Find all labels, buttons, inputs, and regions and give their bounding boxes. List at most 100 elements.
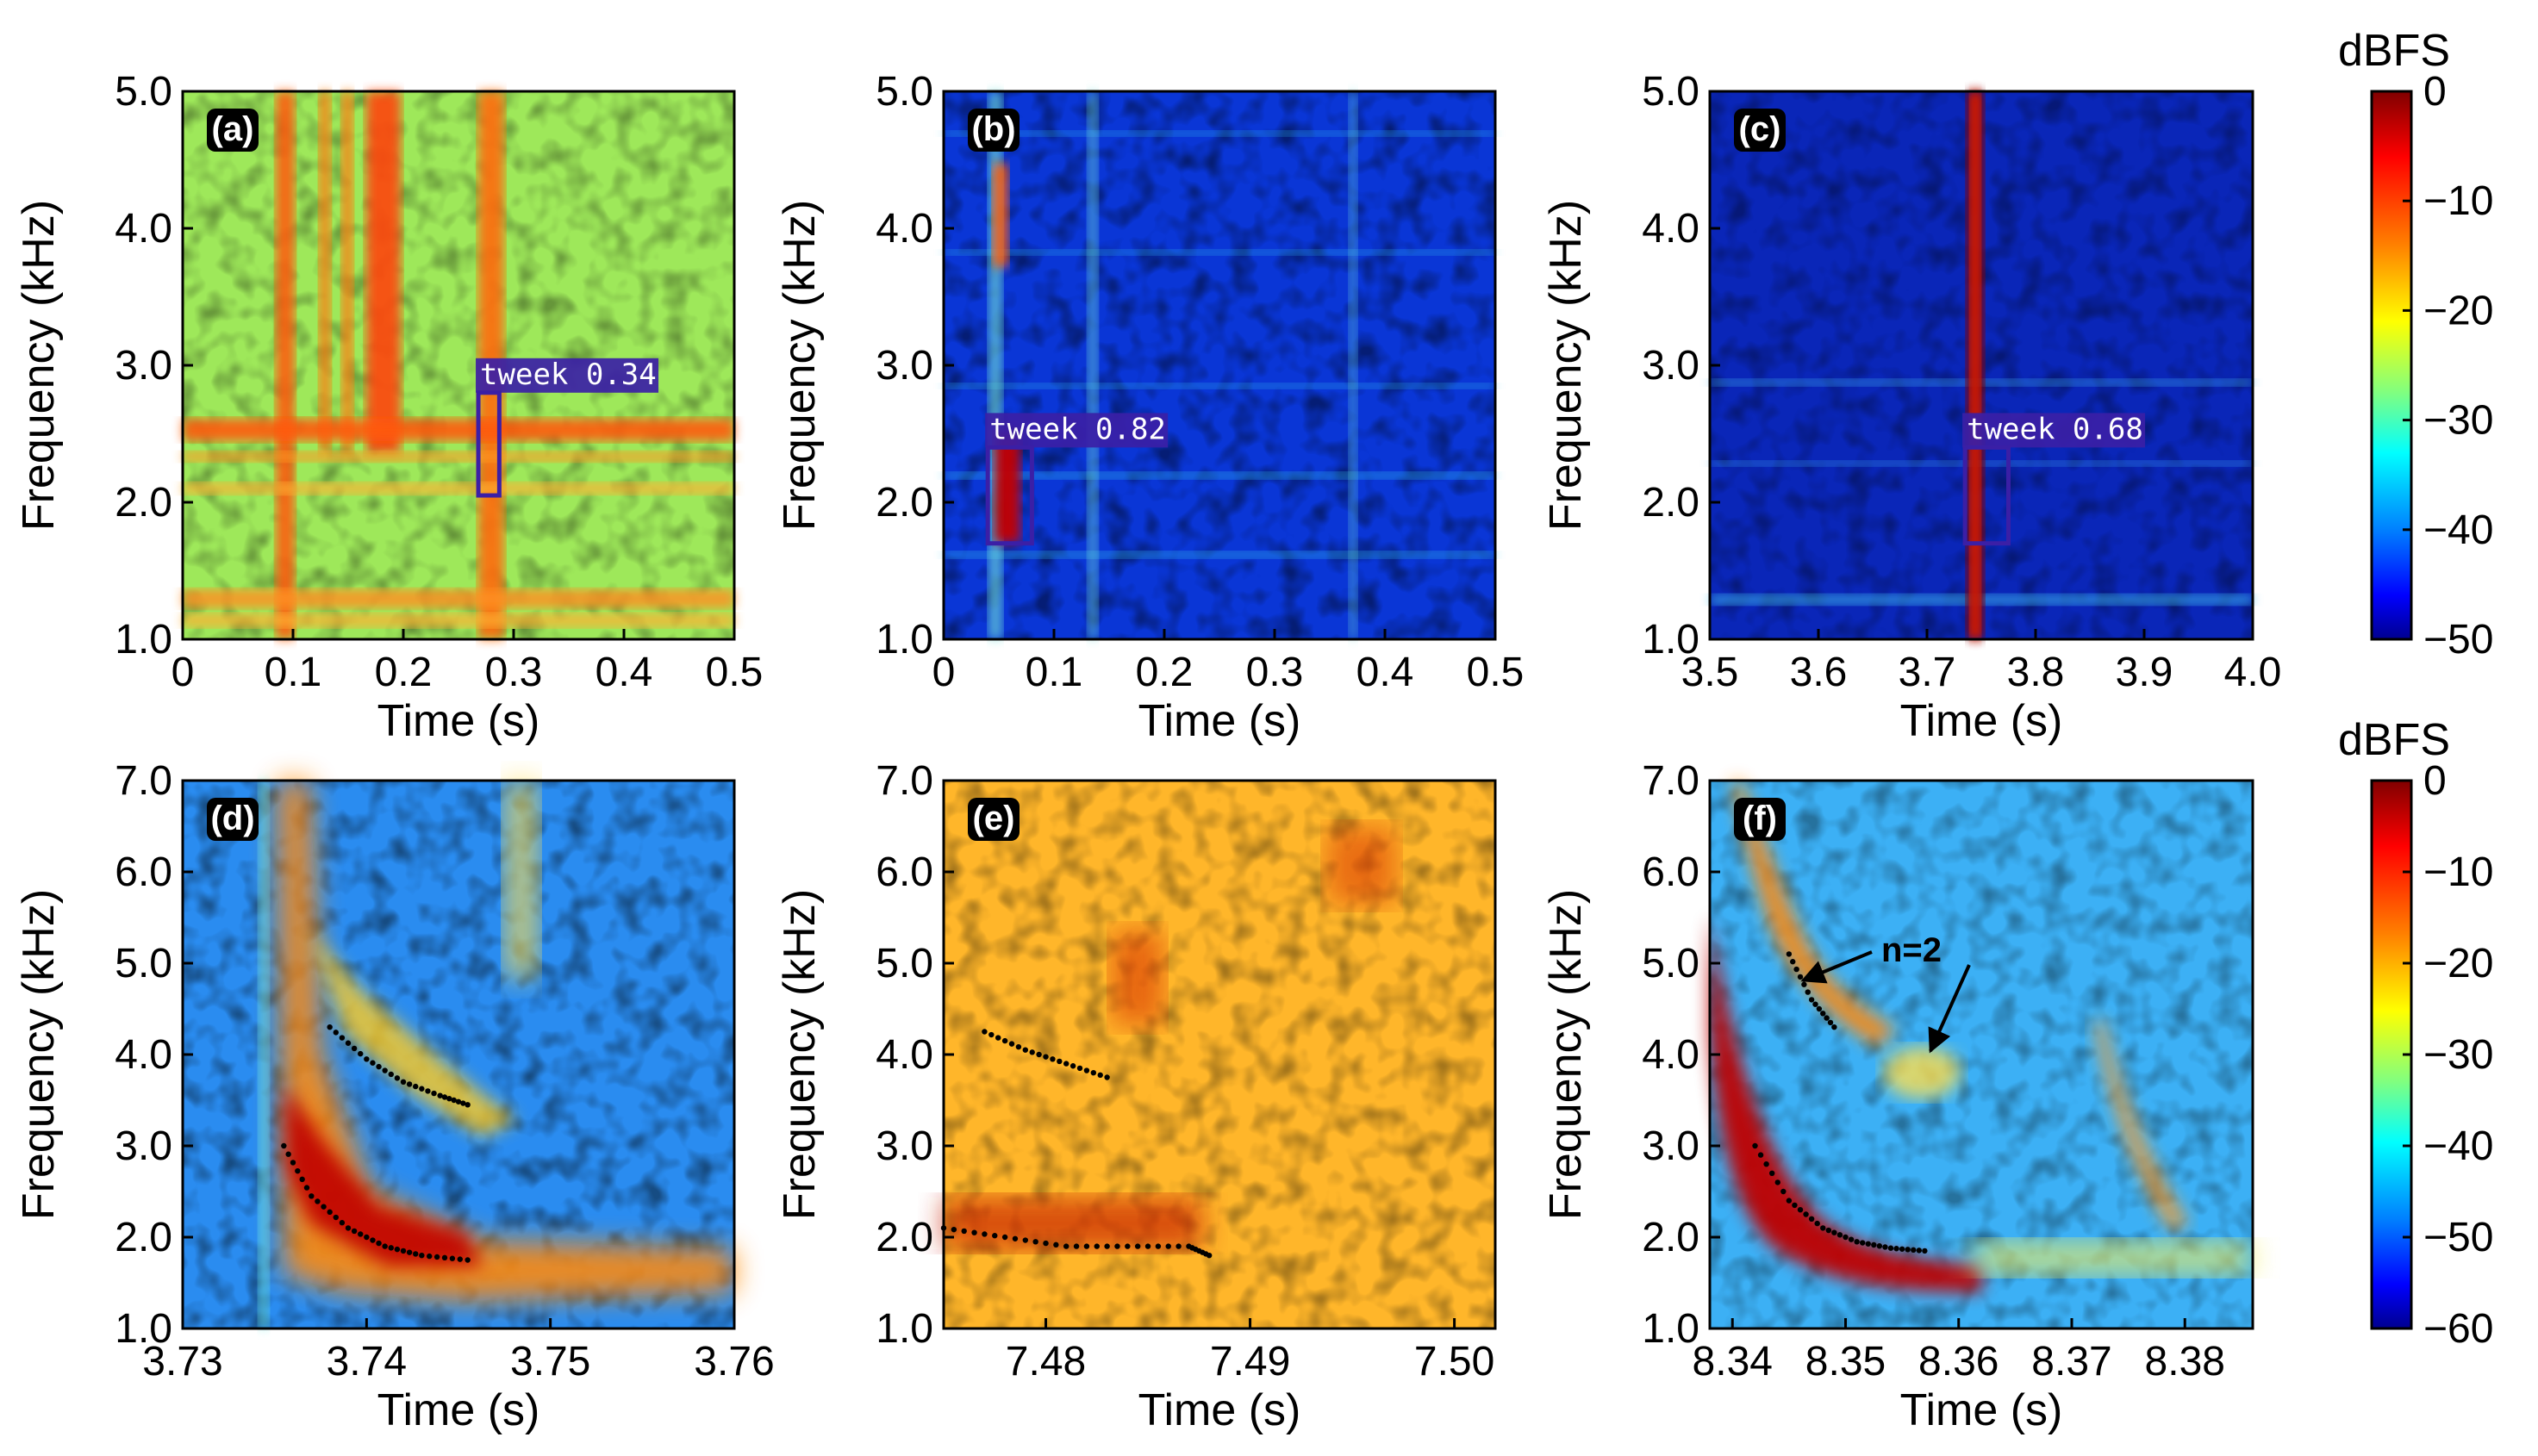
y-tick-label: 6.0 xyxy=(115,849,172,895)
x-tick-label: 3.6 xyxy=(1790,650,1848,695)
panel-label: (a) xyxy=(212,110,254,148)
trace-point xyxy=(303,1185,310,1191)
colorbar-tick-label: −20 xyxy=(2423,288,2493,333)
trace-point xyxy=(1786,951,1793,957)
panel-label-bg xyxy=(968,109,1020,152)
trace-point xyxy=(1083,1243,1090,1249)
trace-point xyxy=(339,1035,346,1041)
y-tick-label: 6.0 xyxy=(876,849,933,895)
detection-box: tweek 0.34 xyxy=(476,358,659,498)
x-tick-label: 0.1 xyxy=(265,650,322,695)
trace-point xyxy=(951,1226,957,1233)
trace-point xyxy=(1008,1041,1015,1047)
panel-label-bg xyxy=(207,798,259,841)
trace-point xyxy=(1763,1161,1769,1167)
colorbar-tick-label: 0 xyxy=(2423,758,2447,804)
x-tick-label: 3.5 xyxy=(1681,650,1739,695)
spectrogram-panel-e: 7.48 7.49 7.50 1.0 2.0 3.0 4.0 5.0 6.0 7.0 Time (s… xyxy=(775,758,1497,1435)
panel-label: (e) xyxy=(973,800,1015,837)
colorbar-top: dBFS 0 −10 −20 −30 −40 −50 xyxy=(2338,26,2493,663)
panel-label-bg xyxy=(968,798,1020,841)
detection-label: tweek 0.82 xyxy=(989,412,1166,446)
x-axis-label: Time (s) xyxy=(1900,696,2063,746)
trace-point xyxy=(376,1063,382,1070)
trace-point xyxy=(419,1086,425,1092)
y-tick-label: 2.0 xyxy=(876,480,933,526)
trace-point xyxy=(961,1228,967,1235)
y-tick-label: 3.0 xyxy=(1642,1123,1699,1169)
trace-point xyxy=(971,1229,977,1235)
trace-point xyxy=(1836,1232,1843,1238)
x-tick-label: 8.35 xyxy=(1805,1339,1886,1384)
annotation-n2: n=2 xyxy=(1800,931,1971,1054)
trace-point xyxy=(427,1253,433,1260)
trace-point xyxy=(1752,1142,1758,1149)
trace-point xyxy=(992,1233,998,1239)
colorbar-tick-label: −60 xyxy=(2423,1306,2493,1352)
x-tick-label: 4.0 xyxy=(2224,650,2282,695)
y-tick-label: 1.0 xyxy=(1642,617,1699,663)
x-tick-label: 0.3 xyxy=(1246,650,1304,695)
detection-box: tweek 0.82 xyxy=(985,412,1169,546)
x-axis-label: Time (s) xyxy=(1138,696,1301,746)
trace-point xyxy=(1827,1019,1834,1026)
trace-point xyxy=(370,1060,376,1066)
trace-point xyxy=(285,1151,291,1157)
x-tick-label: 3.7 xyxy=(1899,650,1956,695)
spectral-features xyxy=(1710,781,2253,1328)
trace-point xyxy=(382,1067,388,1073)
trace-point xyxy=(1905,1247,1911,1253)
trace-point xyxy=(321,1204,327,1210)
colorbar-tick-label: −40 xyxy=(2423,507,2493,553)
y-tick-label: 5.0 xyxy=(115,69,172,115)
trace-point xyxy=(394,1075,401,1081)
y-tick-label: 4.0 xyxy=(115,206,172,252)
trace-point xyxy=(1820,1225,1826,1231)
trace-point xyxy=(309,1193,315,1199)
y-tick-label: 4.0 xyxy=(1642,1032,1699,1078)
x-tick-label: 0.2 xyxy=(375,650,433,695)
trace-point xyxy=(388,1071,394,1078)
trace-point xyxy=(1831,1229,1837,1235)
panel-label: (c) xyxy=(1739,110,1781,148)
y-axis-label: Frequency (kHz) xyxy=(775,889,825,1220)
trace-point xyxy=(1824,1015,1830,1021)
y-tick-label: 6.0 xyxy=(1642,849,1699,895)
detection-label: tweek 0.34 xyxy=(480,358,657,392)
colorbar-ticks: 0 −10 −20 −30 −40 −50 xyxy=(2403,69,2493,663)
trace-point xyxy=(1097,1072,1103,1079)
trace-point xyxy=(406,1249,413,1255)
x-tick-label: 3.73 xyxy=(142,1339,222,1384)
y-tick-label: 5.0 xyxy=(1642,69,1699,115)
trace-point xyxy=(339,1220,346,1226)
trace-point xyxy=(1843,1234,1849,1241)
colorbar-bottom: dBFS 0 −10 −20 −30 −40 −50 −60 xyxy=(2338,715,2493,1352)
trace-point xyxy=(1001,1234,1008,1241)
y-axis-label: Frequency (kHz) xyxy=(1541,200,1591,531)
trace-point xyxy=(382,1243,388,1249)
x-tick-label: 0.5 xyxy=(1467,650,1525,695)
annotation-arrow-right xyxy=(1928,964,1971,1054)
colorbar-tick-label: −10 xyxy=(2423,178,2493,224)
y-tick-label: 2.0 xyxy=(1642,480,1699,526)
colorbar-tick-label: −10 xyxy=(2423,849,2493,895)
y-tick-label: 5.0 xyxy=(876,941,933,986)
trace-point xyxy=(1094,1243,1100,1249)
x-axis-label: Time (s) xyxy=(1900,1385,2063,1435)
trace-point xyxy=(1808,997,1815,1003)
y-tick-label: 2.0 xyxy=(115,480,172,526)
trace-point xyxy=(446,1096,452,1102)
colorbar-gradient xyxy=(2370,90,2413,641)
y-tick-label: 3.0 xyxy=(876,1123,933,1169)
y-tick-label: 4.0 xyxy=(876,1032,933,1078)
trace-point xyxy=(1848,1236,1855,1242)
trace-point xyxy=(364,1234,370,1241)
trace-point xyxy=(457,1256,463,1262)
trace-point xyxy=(290,1160,296,1166)
y-tick-label: 7.0 xyxy=(876,758,933,804)
trace-point xyxy=(449,1255,456,1261)
trace-point xyxy=(1792,1202,1798,1209)
trace-point xyxy=(1073,1243,1080,1249)
spectral-features xyxy=(944,91,1495,639)
detection-label-bg xyxy=(1962,413,2146,448)
